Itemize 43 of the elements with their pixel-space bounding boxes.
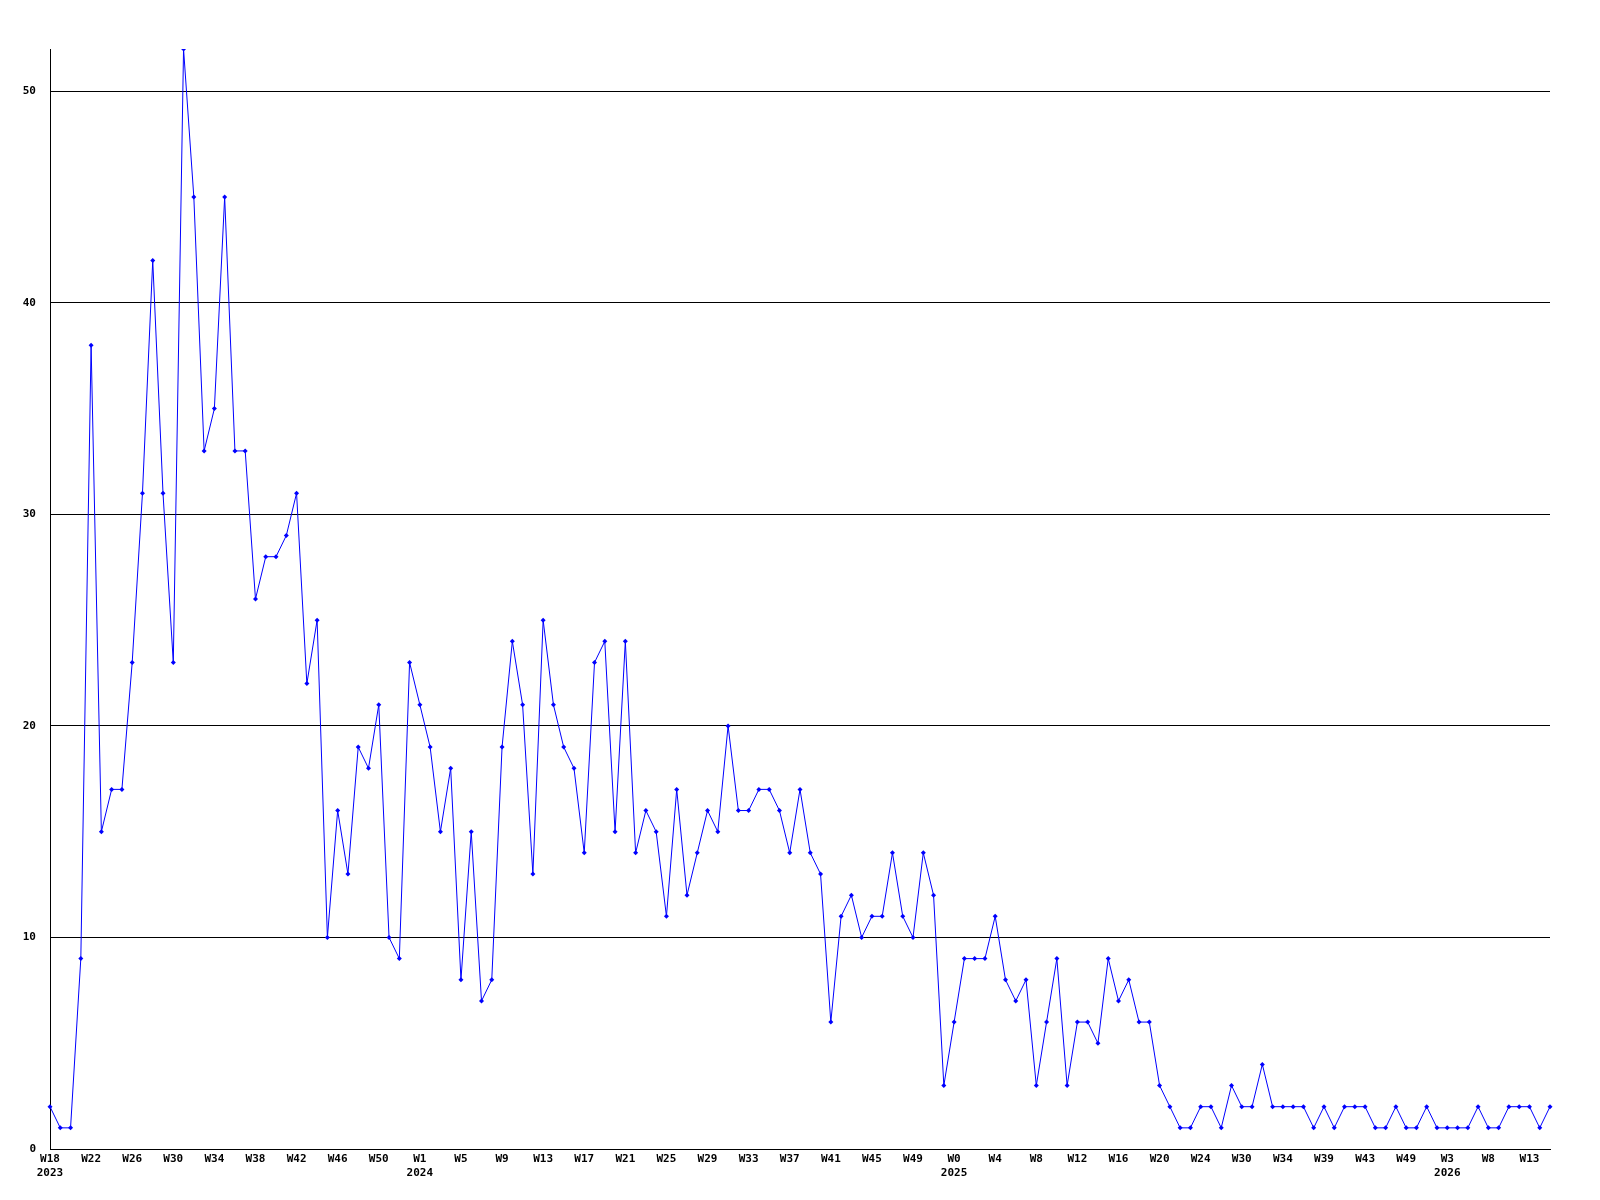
y-tick-label: 30 xyxy=(22,507,36,521)
x-tick-label: W33 xyxy=(738,1152,759,1166)
x-tick-label: W9 xyxy=(495,1152,509,1166)
x-tick-label: W30 xyxy=(1231,1152,1252,1166)
x-tick-label: W49 xyxy=(1396,1152,1417,1166)
x-tick-label: W43 xyxy=(1355,1152,1376,1166)
x-tick-label: W3 2026 xyxy=(1434,1152,1461,1179)
x-tick-label: W45 xyxy=(861,1152,882,1166)
x-tick-label: W5 xyxy=(454,1152,468,1166)
y-tick-label: 40 xyxy=(22,295,36,309)
x-tick-label: W8 xyxy=(1029,1152,1043,1166)
x-tick-label: W13 xyxy=(533,1152,554,1166)
x-tick-label: W21 xyxy=(615,1152,636,1166)
x-tick-label: W50 xyxy=(368,1152,389,1166)
x-tick-label: W25 xyxy=(656,1152,677,1166)
x-tick-label: W42 xyxy=(286,1152,307,1166)
x-tick-label: W29 xyxy=(697,1152,718,1166)
x-tick-label: W22 xyxy=(81,1152,102,1166)
x-tick-label: W1 2024 xyxy=(406,1152,434,1179)
x-tick-label: W39 xyxy=(1314,1152,1334,1166)
y-tick-label: 50 xyxy=(22,84,36,98)
x-tick-label: W34 xyxy=(204,1152,225,1166)
x-tick-label: W17 xyxy=(574,1152,595,1166)
x-tick-label: W26 xyxy=(122,1152,143,1166)
y-tick-label: 0 xyxy=(29,1141,36,1155)
x-tick-label: W34 xyxy=(1272,1152,1294,1166)
x-tick-label: W41 xyxy=(820,1152,842,1166)
x-tick-label: W16 xyxy=(1108,1152,1129,1166)
x-tick-label: W4 xyxy=(988,1152,1003,1166)
x-tick-label: W46 xyxy=(327,1152,348,1166)
x-tick-label: W8 xyxy=(1481,1152,1495,1166)
x-tick-label: W20 xyxy=(1149,1152,1170,1166)
x-tick-label: W12 xyxy=(1067,1152,1088,1166)
y-tick-label: 10 xyxy=(22,930,36,944)
x-tick-label: W49 xyxy=(903,1152,923,1166)
x-tick-label: W24 xyxy=(1190,1152,1211,1166)
x-tick-label: W30 xyxy=(163,1152,184,1166)
x-tick-label: W0 2025 xyxy=(940,1152,968,1179)
y-tick-label: 20 xyxy=(22,718,36,732)
x-tick-label: W13 xyxy=(1519,1152,1540,1166)
x-tick-label: W37 xyxy=(779,1152,800,1166)
x-tick-label: W38 xyxy=(245,1152,266,1166)
x-tick-label: W18 2023 xyxy=(36,1152,64,1179)
